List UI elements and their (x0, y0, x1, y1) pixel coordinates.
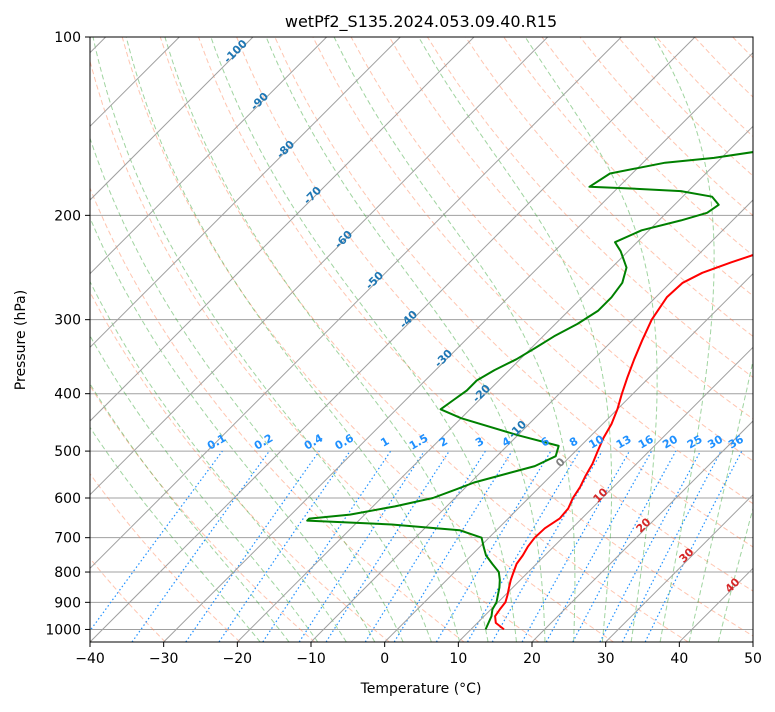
x-tick-label: 10 (449, 651, 467, 667)
y-tick-label: 400 (54, 387, 81, 403)
x-tick-label: 50 (744, 651, 762, 667)
y-tick-label: 800 (54, 565, 81, 581)
x-axis-label: Temperature (°C) (360, 681, 482, 697)
y-tick-label: 200 (54, 208, 81, 224)
y-tick-label: 300 (54, 313, 81, 329)
y-tick-label: 1000 (45, 622, 81, 638)
y-tick-label: 500 (54, 444, 81, 460)
y-tick-label: 900 (54, 595, 81, 611)
y-tick-label: 700 (54, 531, 81, 547)
x-tick-label: 40 (670, 651, 688, 667)
x-tick-label: 20 (523, 651, 541, 667)
y-tick-label: 100 (54, 30, 81, 46)
x-tick-label: −40 (75, 651, 105, 667)
x-tick-label: −20 (223, 651, 253, 667)
x-tick-label: −10 (296, 651, 326, 667)
y-axis-label: Pressure (hPa) (13, 290, 29, 390)
x-tick-label: 0 (380, 651, 389, 667)
y-tick-label: 600 (54, 491, 81, 507)
x-tick-label: 30 (597, 651, 615, 667)
x-tick-label: −30 (149, 651, 179, 667)
chart-title: wetPf2_S135.2024.053.09.40.R15 (285, 12, 557, 32)
